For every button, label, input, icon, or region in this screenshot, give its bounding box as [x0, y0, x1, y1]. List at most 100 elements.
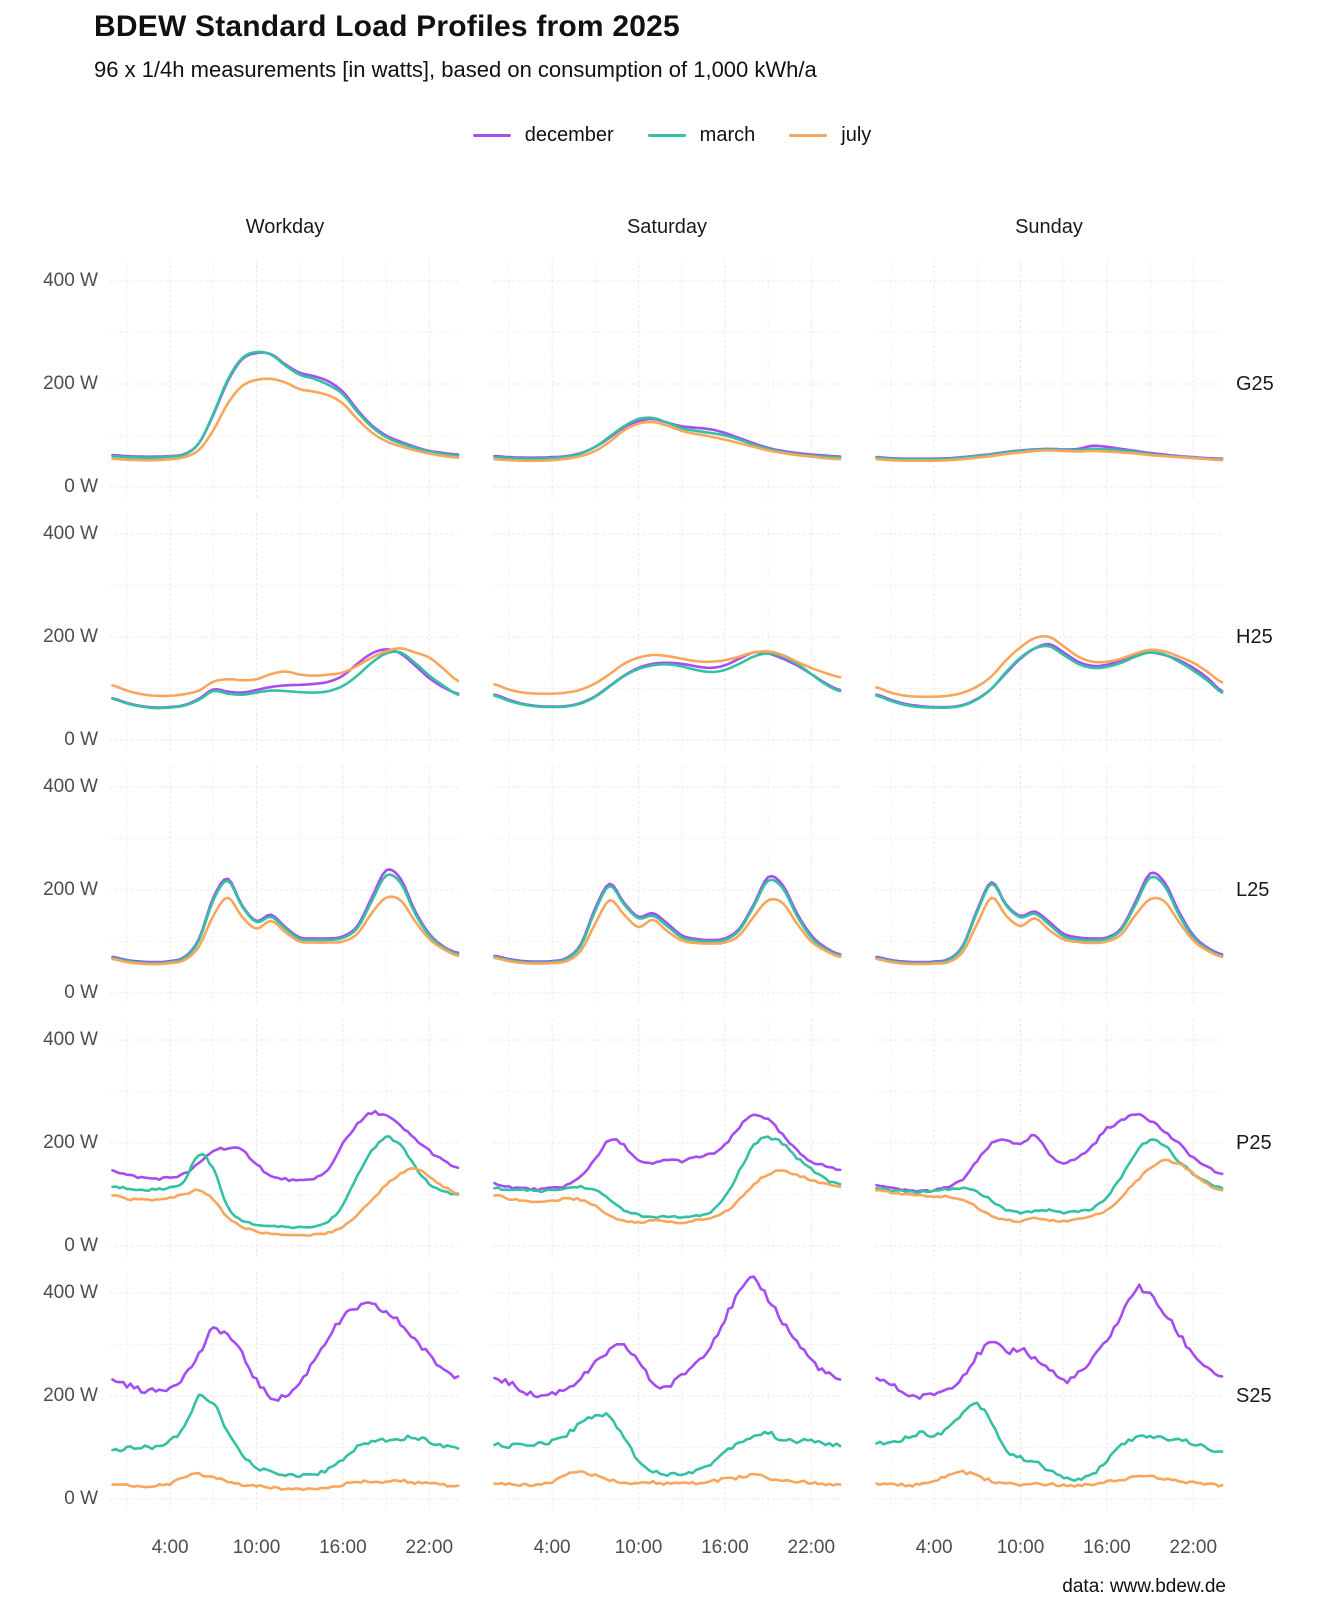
y-axis-tick-label: 0 W — [64, 729, 98, 750]
y-axis-tick-label: 200 W — [43, 373, 98, 394]
series-line-march — [111, 650, 460, 710]
x-axis-tick-label: 4:00 — [151, 1537, 189, 1558]
x-axis-tick-label: 10:00 — [996, 1537, 1045, 1558]
y-axis-tick-label: 200 W — [43, 1385, 98, 1406]
y-axis-tick-label: 200 W — [43, 1132, 98, 1153]
chart-caption: data: www.bdew.de — [1062, 1576, 1226, 1597]
series-line-march — [493, 1411, 842, 1477]
series-line-march — [493, 1135, 842, 1220]
series-line-december — [493, 874, 842, 963]
series-line-july — [493, 1469, 842, 1488]
panel-p25-workday — [110, 1018, 460, 1257]
series-line-july — [111, 1471, 460, 1492]
series-line-march — [493, 416, 842, 460]
series-line-march — [493, 652, 842, 709]
panel-h25-saturday — [492, 512, 842, 751]
series-line-march — [111, 350, 460, 459]
legend-key-line-july — [789, 133, 828, 138]
series-line-march — [111, 1135, 460, 1230]
series-line-december — [493, 1113, 842, 1192]
facet-column-header-workday: Workday — [245, 216, 325, 238]
series-line-december — [493, 1275, 842, 1399]
panel-p25-saturday — [492, 1018, 842, 1257]
legend-item-december: december — [472, 124, 614, 147]
panel-h25-workday — [110, 512, 460, 751]
series-line-december — [111, 351, 460, 458]
series-line-march — [111, 1393, 460, 1479]
y-axis-tick-label: 0 W — [64, 476, 98, 497]
series-line-july — [111, 1167, 460, 1237]
series-line-march — [875, 644, 1224, 709]
series-line-december — [111, 1109, 460, 1183]
panel-h25-sunday — [874, 512, 1224, 751]
series-line-march — [875, 1401, 1224, 1482]
legend-key-line-march — [647, 133, 686, 138]
panel-g25-sunday — [874, 259, 1224, 498]
series-line-july — [875, 635, 1224, 699]
x-axis-tick-label: 4:00 — [533, 1537, 571, 1558]
series-line-december — [875, 1283, 1224, 1400]
legend-label-july: july — [841, 124, 872, 146]
y-axis-tick-label: 0 W — [64, 1488, 98, 1509]
panel-l25-workday — [110, 765, 460, 1004]
facet-column-header-saturday: Saturday — [626, 216, 708, 238]
panel-l25-sunday — [874, 765, 1224, 1004]
series-line-december — [111, 1301, 460, 1402]
x-axis-tick-label: 10:00 — [232, 1537, 281, 1558]
panel-s25-saturday — [492, 1271, 842, 1510]
y-axis-tick-label: 400 W — [43, 776, 98, 797]
chart-subtitle: 96 x 1/4h measurements [in watts], based… — [94, 57, 817, 82]
series-line-december — [111, 648, 460, 709]
y-axis-tick-label: 200 W — [43, 626, 98, 647]
series-line-december — [875, 871, 1224, 964]
series-line-july — [875, 1469, 1224, 1488]
x-axis-tick-label: 22:00 — [1169, 1537, 1218, 1558]
series-line-july — [493, 897, 842, 965]
series-line-december — [111, 868, 460, 964]
chart-title: BDEW Standard Load Profiles from 2025 — [94, 10, 680, 43]
y-axis-tick-label: 0 W — [64, 982, 98, 1003]
facet-row-label-p25: P25 — [1236, 1132, 1272, 1154]
series-line-july — [493, 650, 842, 696]
y-axis-tick-label: 400 W — [43, 1282, 98, 1303]
facet-column-header-sunday: Sunday — [1015, 216, 1083, 238]
x-axis-tick-label: 22:00 — [405, 1537, 454, 1558]
x-axis-tick-label: 16:00 — [1083, 1537, 1131, 1558]
x-axis-tick-label: 4:00 — [915, 1537, 953, 1558]
panel-s25-sunday — [874, 1271, 1224, 1510]
series-line-july — [875, 1158, 1224, 1224]
y-axis-tick-label: 400 W — [43, 523, 98, 544]
facet-row-label-s25: S25 — [1236, 1385, 1272, 1407]
facet-row-label-g25: G25 — [1236, 373, 1274, 395]
legend-item-march: march — [647, 124, 756, 147]
y-axis-tick-label: 400 W — [43, 1029, 98, 1050]
series-line-july — [875, 449, 1224, 463]
y-axis-tick-label: 0 W — [64, 1235, 98, 1256]
legend-key-line-december — [472, 133, 511, 138]
series-line-july — [111, 895, 460, 966]
series-line-july — [493, 420, 842, 463]
x-axis-tick-label: 10:00 — [614, 1537, 663, 1558]
panel-s25-workday — [110, 1271, 460, 1510]
legend-label-march: march — [699, 124, 756, 146]
x-axis-tick-label: 22:00 — [787, 1537, 836, 1558]
series-line-july — [493, 1169, 842, 1225]
series-line-july — [875, 896, 1224, 966]
series-line-july — [111, 647, 460, 698]
y-axis-tick-label: 200 W — [43, 879, 98, 900]
legend-item-july: july — [789, 124, 871, 147]
facet-row-label-l25: L25 — [1236, 879, 1270, 901]
panel-l25-saturday — [492, 765, 842, 1004]
panel-p25-sunday — [874, 1018, 1224, 1257]
x-axis-tick-label: 16:00 — [701, 1537, 749, 1558]
chart-legend: december march july — [0, 124, 1344, 147]
series-line-july — [111, 377, 460, 462]
legend-label-december: december — [524, 124, 614, 146]
series-line-march — [875, 1138, 1224, 1215]
y-axis-tick-label: 400 W — [43, 270, 98, 291]
panel-g25-workday — [110, 259, 460, 498]
panel-g25-saturday — [492, 259, 842, 498]
x-axis-tick-label: 16:00 — [319, 1537, 367, 1558]
facet-row-label-h25: H25 — [1236, 626, 1273, 648]
